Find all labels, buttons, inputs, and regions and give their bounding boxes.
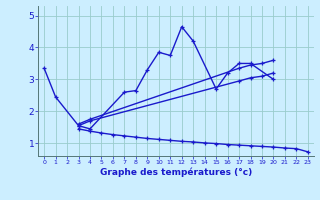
X-axis label: Graphe des températures (°c): Graphe des températures (°c) [100,168,252,177]
